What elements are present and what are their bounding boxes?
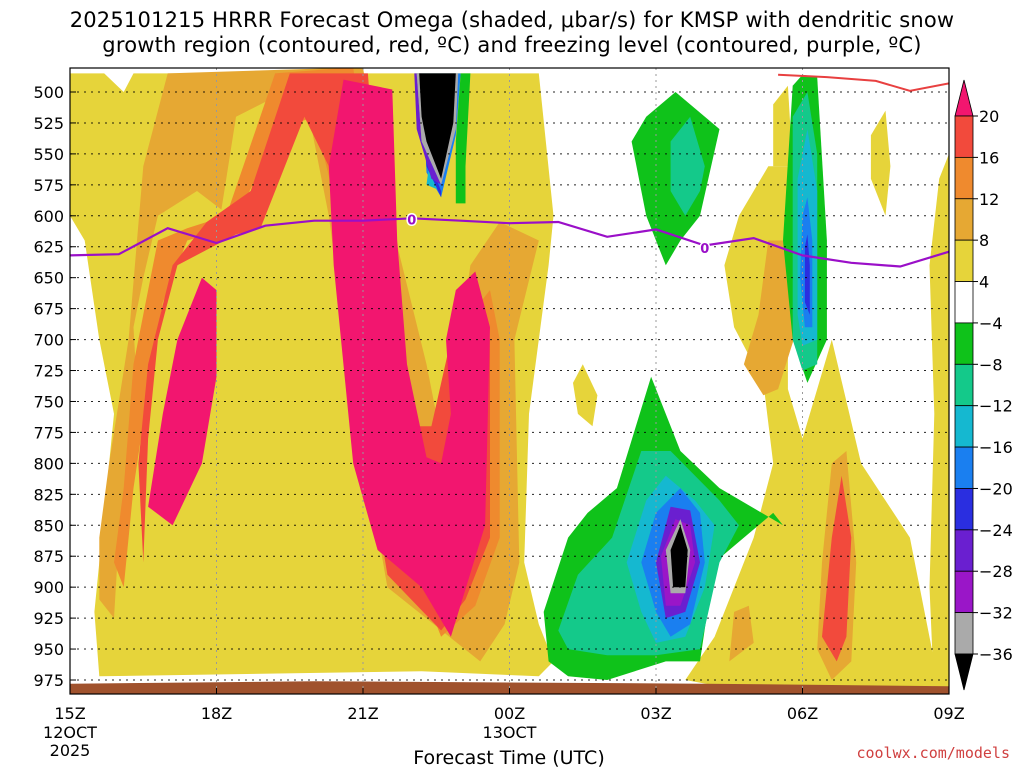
colorbar-swatch [954,529,974,572]
y-tick-label: 700 [33,331,64,350]
y-tick-label: 625 [33,238,64,257]
colorbar-swatch [954,488,974,531]
colorbar-label: 8 [979,231,989,250]
colorbar-swatch [954,570,974,614]
grid [70,68,949,694]
colorbar-label: −28 [979,562,1013,581]
orange-east-upper [743,240,798,396]
freezing-level-label: 0 [407,214,416,229]
colorbar-swatch-top [954,79,974,117]
yellow-far-east [870,110,891,216]
x-tick-label: 03Z [640,704,671,723]
orange-east-bottom [729,605,754,662]
credit-text: coolwx.com/models [856,744,1010,762]
black-core-upper [419,73,456,179]
y-tick-label: 950 [33,640,64,659]
y-tick-label: 500 [33,83,64,102]
colorbar-label: 4 [979,273,989,292]
colorbar-label: 16 [979,148,999,167]
contours: 00 [70,73,949,268]
x-tick-label: 09Z [933,704,964,723]
y-tick-label: 800 [33,454,64,473]
y-tick-label: 975 [33,671,64,690]
colorbar-swatch-bottom [954,653,974,691]
colorbar-swatch [954,115,974,158]
y-tick-label: 900 [33,578,64,597]
y-tick-label: 525 [33,114,64,133]
colorbar-swatch [954,612,974,655]
chart-title: 2025101215 HRRR Forecast Omega (shaded, … [0,8,1024,58]
x-tick-label: 06Z [787,704,818,723]
colorbar-swatch [954,239,974,282]
x-tick-label: 21Z [347,704,378,723]
y-tick-label: 675 [33,300,64,319]
colorbar-label: −32 [979,604,1013,623]
y-tick-label: 575 [33,176,64,195]
colorbar-label: 12 [979,190,999,209]
title-line-2: growth region (contoured, red, ºC) and f… [102,33,922,57]
x-tick-year: 2025 [50,741,91,760]
x-tick-label: 00Z [494,704,525,723]
y-tick-label: 825 [33,485,64,504]
x-axis-label: Forecast Time (UTC) [413,747,604,768]
red-east-lower [822,475,852,662]
yellow-mid-column [573,364,598,427]
x-tick-date: 12OCT [43,723,97,742]
y-tick-label: 850 [33,516,64,535]
y-tick-label: 650 [33,269,64,288]
title-line-1: 2025101215 HRRR Forecast Omega (shaded, … [69,8,955,32]
green-upper-funnel [455,73,471,204]
x-tick-label: 18Z [201,704,232,723]
colorbar-swatch [954,322,974,365]
dgz-contour-line [778,73,949,92]
y-tick-label: 725 [33,362,64,381]
colorbar-swatch [954,363,974,407]
colorbar-swatch [954,198,974,241]
axes: 500 525 550 575 600 625 650 675 700 725 750 775 800 8… [33,83,964,760]
yellow-east-upper [773,85,793,167]
colorbar-swatch [954,405,974,448]
magenta-core-u [328,79,490,637]
y-tick-label: 775 [33,423,64,442]
y-tick-label: 600 [33,207,64,226]
y-tick-label: 875 [33,547,64,566]
purple-upper-funnel [414,73,442,185]
colorbar-label: 20 [979,107,999,126]
colorbar-label: −24 [979,521,1013,540]
colorbar-swatch [954,281,974,324]
colorbar-swatch [954,446,974,489]
colorbar-label: −36 [979,645,1013,664]
y-tick-label: 550 [33,145,64,164]
teal-column-upper [670,116,705,216]
x-tick-label: 15Z [54,704,85,723]
colorbar-label: −20 [979,479,1013,498]
colorbar-swatch [954,156,974,200]
colorbar-label: −16 [979,438,1013,457]
freezing-level-line [70,217,949,268]
yellow-edge-right [929,153,949,694]
colorbar: 20 16 12 8 4 −4 −8 −12 −16 −20 −24 −28 −32 −36 [954,79,1013,691]
y-tick-label: 750 [33,392,64,411]
colorbar-label: −4 [979,314,1003,333]
freezing-level-label: 0 [700,242,709,257]
colorbar-label: −12 [979,397,1013,416]
x-tick-date: 13OCT [483,723,537,742]
violet-column-east [804,234,810,315]
colorbar-label: −8 [979,355,1003,374]
y-tick-label: 925 [33,609,64,628]
